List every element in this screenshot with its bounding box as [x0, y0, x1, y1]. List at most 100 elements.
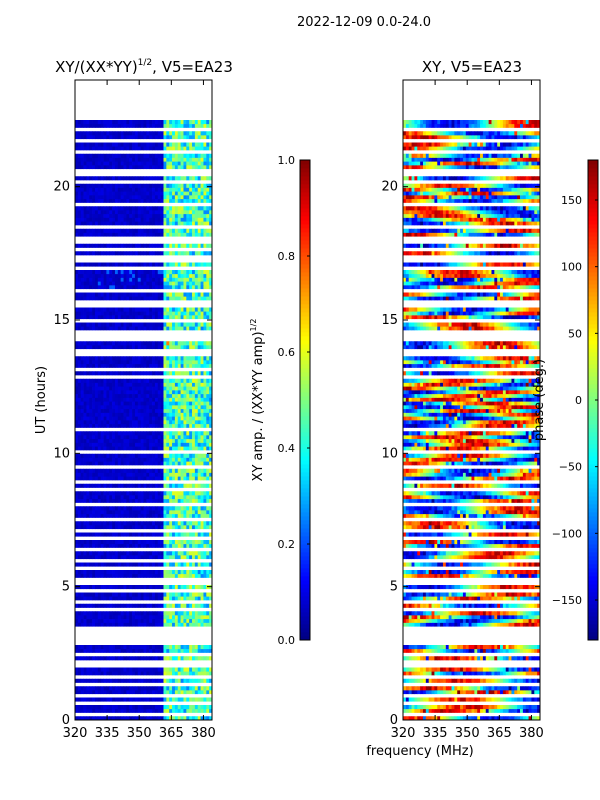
- heatmap-cell: [137, 191, 141, 196]
- heatmap-cell: [92, 622, 96, 627]
- heatmap-cell: [157, 187, 161, 192]
- heatmap-cell: [80, 322, 84, 327]
- heatmap-cell: [103, 540, 107, 545]
- heatmap-cell: [146, 678, 150, 683]
- heatmap-cell: [86, 307, 90, 312]
- heatmap-cell: [80, 360, 84, 365]
- heatmap-cell: [172, 603, 176, 608]
- heatmap-cell: [169, 513, 173, 518]
- heatmap-cell: [137, 322, 141, 327]
- heatmap-cell: [149, 228, 153, 233]
- heatmap-cell: [134, 423, 139, 428]
- heatmap-cell: [186, 562, 190, 567]
- heatmap-cell: [129, 431, 133, 436]
- heatmap-cell: [160, 705, 164, 710]
- heatmap-cell: [172, 322, 176, 327]
- heatmap-cell: [172, 217, 176, 222]
- heatmap-cell: [180, 142, 184, 147]
- heatmap-cell: [100, 686, 104, 691]
- heatmap-cell: [149, 521, 153, 526]
- heatmap-cell: [80, 495, 84, 500]
- heatmap-cell: [180, 438, 184, 443]
- heatmap-cell: [146, 615, 150, 620]
- heatmap-cell: [77, 292, 82, 297]
- heatmap-cell: [143, 596, 147, 601]
- heatmap-cell: [200, 656, 204, 661]
- heatmap-cell: [174, 262, 179, 267]
- heatmap-cell: [163, 412, 167, 417]
- heatmap-cell: [83, 393, 87, 398]
- heatmap-cell: [169, 251, 173, 256]
- heatmap-cell: [177, 206, 181, 211]
- heatmap-cell: [94, 360, 99, 365]
- heatmap-cell: [180, 217, 184, 222]
- heatmap-cell: [180, 262, 184, 267]
- heatmap-cell: [75, 521, 79, 526]
- heatmap-cell: [172, 476, 176, 481]
- heatmap-cell: [77, 540, 82, 545]
- heatmap-cell: [194, 611, 199, 616]
- heatmap-cell: [194, 273, 199, 278]
- heatmap-cell: [83, 573, 87, 578]
- heatmap-cell: [120, 135, 124, 140]
- heatmap-cell: [143, 408, 147, 413]
- heatmap-cell: [140, 191, 144, 196]
- heatmap-cell: [86, 393, 90, 398]
- heatmap-cell: [174, 423, 179, 428]
- heatmap-cell: [123, 697, 127, 702]
- heatmap-cell: [209, 157, 213, 162]
- heatmap-cell: [157, 341, 161, 346]
- heatmap-cell: [126, 273, 130, 278]
- heatmap-cell: [177, 476, 181, 481]
- heatmap-cell: [192, 442, 196, 447]
- heatmap-cell: [89, 671, 93, 676]
- heatmap-cell: [92, 618, 96, 623]
- heatmap-cell: [112, 213, 116, 218]
- heatmap-cell: [189, 378, 193, 383]
- heatmap-cell: [100, 442, 104, 447]
- heatmap-cell: [160, 157, 164, 162]
- heatmap-cell: [106, 656, 110, 661]
- heatmap-cell: [120, 412, 124, 417]
- heatmap-cell: [86, 131, 90, 136]
- heatmap-cell: [209, 206, 213, 211]
- heatmap-cell: [160, 510, 164, 515]
- heatmap-cell: [152, 285, 156, 290]
- heatmap-cell: [112, 296, 116, 301]
- heatmap-cell: [203, 390, 207, 395]
- heatmap-cell: [86, 570, 90, 575]
- heatmap-cell: [103, 360, 107, 365]
- heatmap-cell: [117, 506, 122, 511]
- heatmap-cell: [194, 161, 199, 166]
- heatmap-cell: [80, 183, 84, 188]
- heatmap-cell: [183, 592, 187, 597]
- heatmap-cell: [177, 491, 181, 496]
- heatmap-cell: [92, 476, 96, 481]
- heatmap-cell: [149, 206, 153, 211]
- heatmap-cell: [106, 540, 110, 545]
- heatmap-cell: [152, 611, 156, 616]
- heatmap-cell: [97, 161, 102, 166]
- heatmap-cell: [206, 251, 210, 256]
- heatmap-cell: [126, 356, 130, 361]
- heatmap-cell: [183, 153, 187, 158]
- heatmap-cell: [75, 210, 79, 215]
- heatmap-cell: [180, 498, 184, 503]
- heatmap-cell: [149, 371, 153, 376]
- heatmap-cell: [166, 360, 170, 365]
- heatmap-cell: [203, 667, 207, 672]
- heatmap-cell: [97, 345, 102, 350]
- heatmap-cell: [134, 690, 139, 695]
- heatmap-cell: [209, 468, 213, 473]
- heatmap-cell: [80, 213, 84, 218]
- heatmap-cell: [186, 277, 190, 282]
- heatmap-cell: [197, 285, 201, 290]
- heatmap-cell: [192, 416, 196, 421]
- heatmap-cell: [206, 281, 210, 286]
- heatmap-cell: [192, 551, 196, 556]
- heatmap-cell: [117, 468, 122, 473]
- heatmap-cell: [172, 498, 176, 503]
- heatmap-cell: [106, 315, 110, 320]
- heatmap-cell: [200, 345, 204, 350]
- heatmap-cell: [197, 405, 201, 410]
